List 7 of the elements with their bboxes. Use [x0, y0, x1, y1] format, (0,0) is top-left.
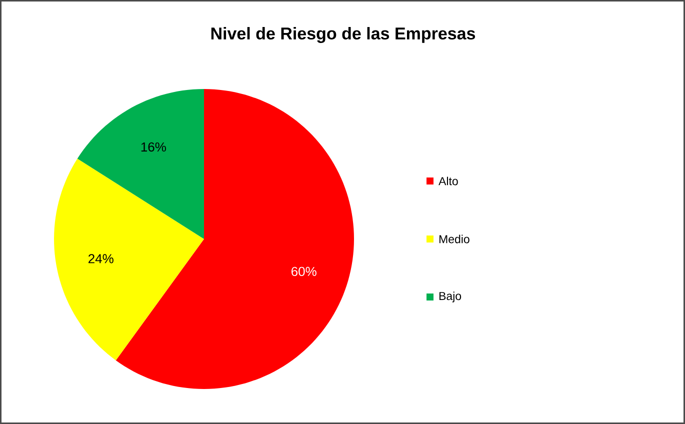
legend-label: Medio — [439, 234, 470, 244]
data-label: 60% — [292, 266, 316, 276]
legend-label: Bajo — [439, 292, 462, 302]
data-label: 16% — [141, 142, 166, 152]
chart-title: Nivel de Riesgo de las Empresas — [211, 27, 476, 43]
data-label: 24% — [88, 254, 114, 264]
legend-label: Alto — [438, 176, 458, 186]
